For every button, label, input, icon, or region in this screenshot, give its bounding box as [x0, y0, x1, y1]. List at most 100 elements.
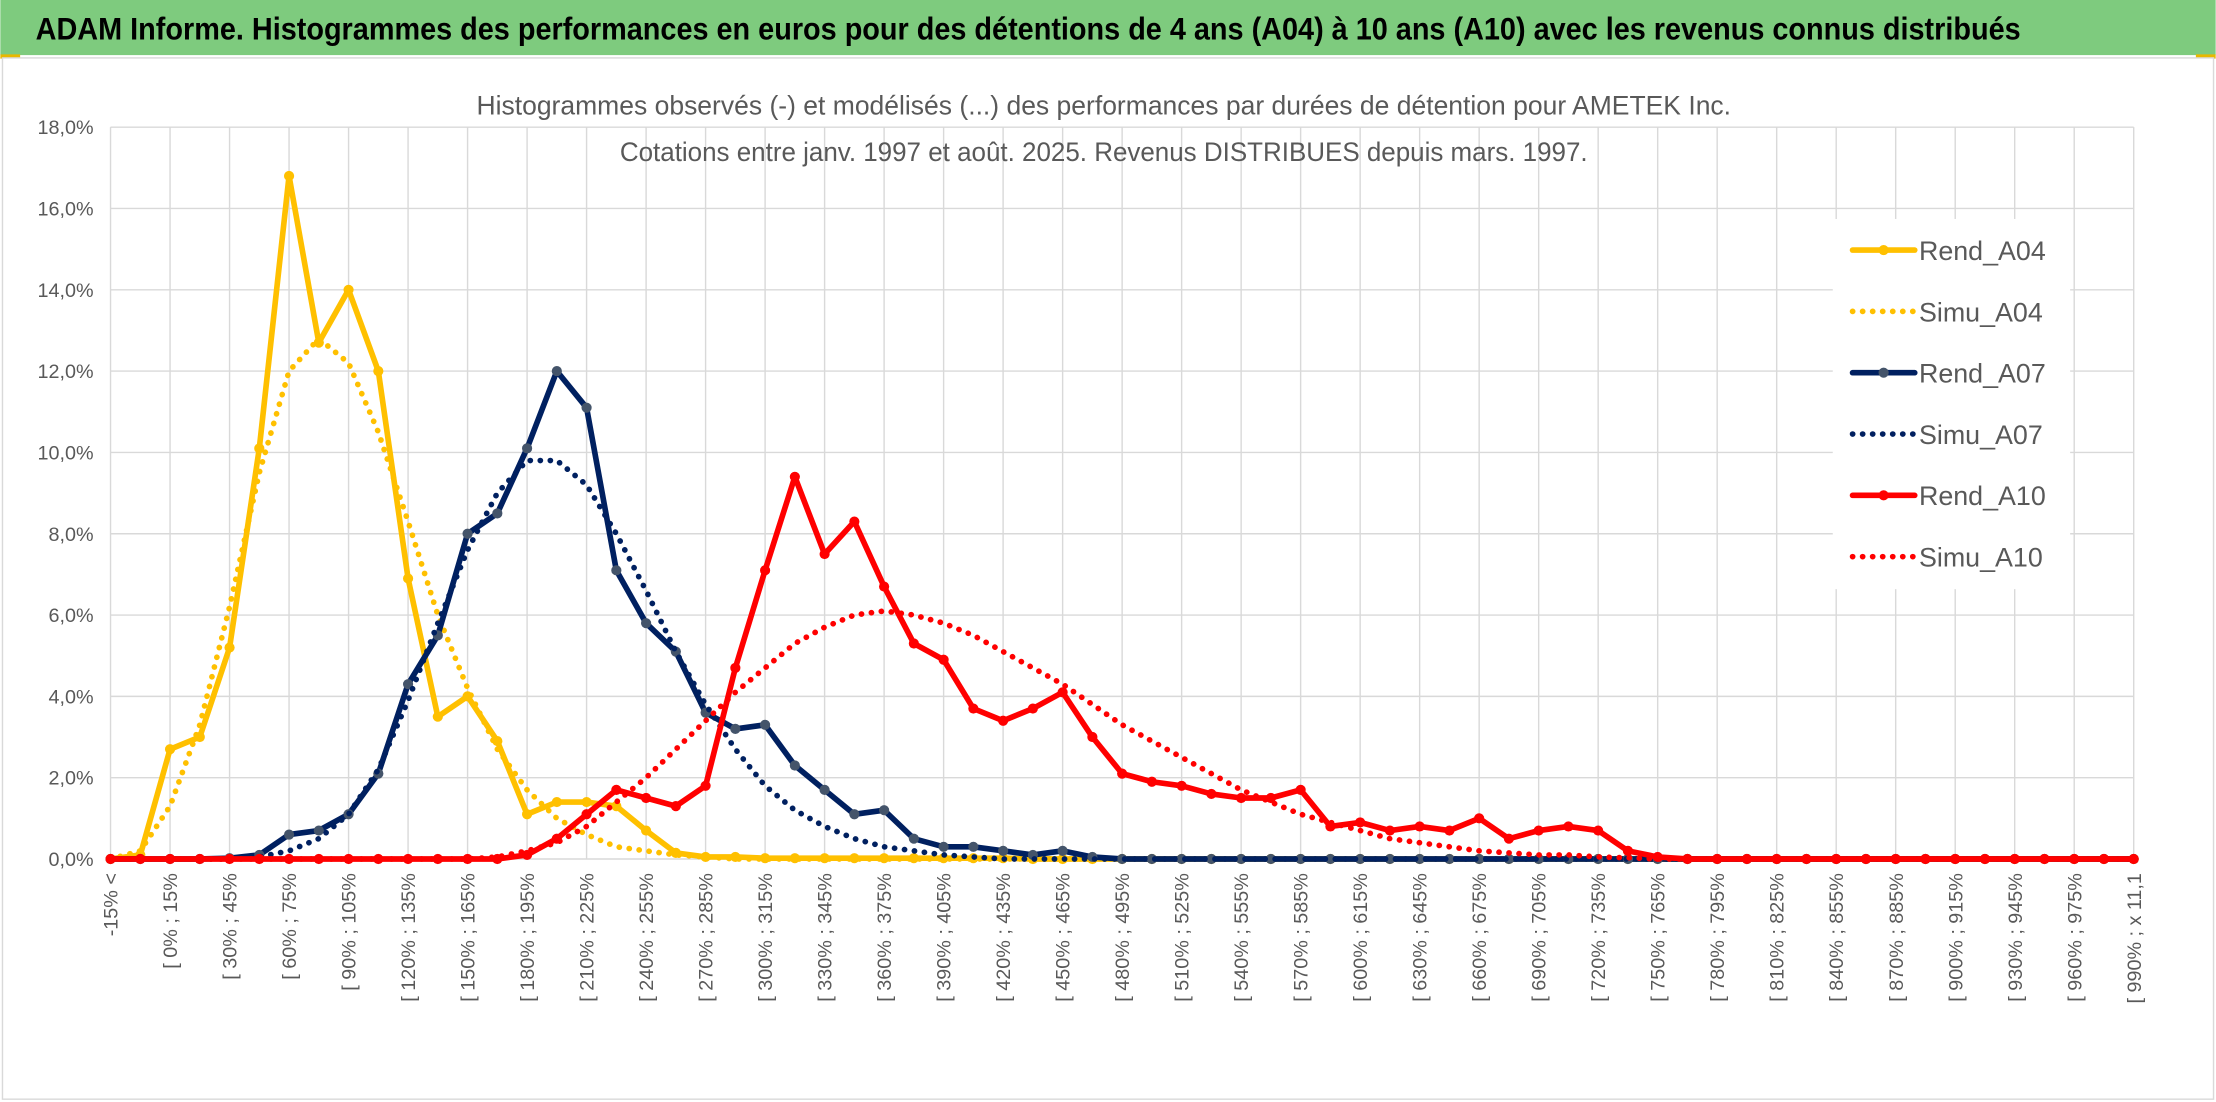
data-point [908, 833, 919, 844]
data-point [730, 662, 741, 673]
legend-marker [1878, 490, 1889, 501]
series-line [107, 608, 2137, 862]
x-tick-label: [ 570% ; 585% [1291, 873, 1313, 1002]
data-point [1414, 853, 1425, 865]
legend-marker [1878, 367, 1889, 378]
x-tick-label: [ 30% ; 45% [220, 873, 242, 980]
data-point [611, 784, 622, 795]
data-point [551, 796, 562, 808]
y-tick-label: 18,0% [38, 117, 94, 139]
data-point [879, 805, 890, 816]
x-tick-label: [ 900% ; 915% [1945, 873, 1967, 1002]
x-tick-label: [ 0% ; 15% [160, 873, 182, 969]
legend-label: Simu_A10 [1919, 543, 2043, 573]
y-tick-label: 14,0% [38, 280, 94, 302]
legend-label: Rend_A04 [1919, 236, 2046, 266]
legend-label: Simu_A04 [1919, 297, 2043, 327]
data-point [1325, 853, 1336, 865]
chart-subtitle: Cotations entre janv. 1997 et août. 2025… [620, 137, 1588, 167]
data-point [1503, 833, 1514, 844]
data-point [521, 849, 533, 861]
data-point [849, 809, 860, 820]
y-tick-label: 12,0% [38, 361, 94, 383]
chart-title: Histogrammes observés (-) et modélisés (… [476, 90, 1731, 120]
data-point [492, 508, 503, 519]
data-point [224, 642, 235, 653]
data-point [998, 715, 1009, 726]
data-point [1563, 821, 1574, 832]
x-tick-label: [ 300% ; 315% [755, 873, 777, 1002]
x-tick-label: [ 450% ; 465% [1053, 873, 1075, 1002]
data-point [760, 719, 771, 730]
x-tick-label: [ 420% ; 435% [993, 873, 1015, 1002]
data-point [521, 443, 533, 454]
data-point [789, 760, 800, 771]
data-point [1236, 792, 1247, 804]
data-point [343, 284, 354, 295]
data-point [968, 703, 979, 714]
data-point [1236, 853, 1247, 865]
x-tick-label: [ 540% ; 555% [1231, 873, 1253, 1002]
banner-title: ADAM Informe. Histogrammes des performan… [36, 12, 2021, 47]
y-tick-label: 6,0% [49, 605, 94, 627]
plot [105, 170, 2139, 865]
data-point [1206, 788, 1217, 800]
x-tick-label: -15% < [101, 873, 123, 936]
data-point [1027, 703, 1038, 714]
x-tick-label: [ 240% ; 255% [636, 873, 658, 1002]
x-tick-label: [ 330% ; 345% [815, 873, 837, 1002]
x-tick-label: [ 210% ; 225% [577, 873, 599, 1002]
data-point [164, 744, 176, 755]
data-point [968, 841, 979, 852]
data-point [849, 853, 860, 864]
data-point [1593, 825, 1604, 836]
legend-label: Rend_A10 [1919, 481, 2046, 511]
data-point [1979, 853, 1991, 865]
x-tick-label: [ 390% ; 405% [934, 873, 956, 1002]
data-point [581, 809, 592, 820]
data-point [1414, 821, 1425, 832]
data-point [641, 618, 652, 629]
data-point [1384, 825, 1395, 836]
data-point [1533, 825, 1544, 836]
x-tick-label: [ 180% ; 195% [517, 873, 539, 1002]
data-point [432, 711, 443, 722]
banner [0, 0, 2216, 56]
x-tick-label: [ 360% ; 375% [874, 873, 896, 1002]
data-point [581, 796, 592, 808]
x-tick-label: [ 810% ; 825% [1767, 873, 1789, 1002]
x-tick-label: [ 960% ; 975% [2064, 873, 2086, 1002]
data-point [641, 825, 652, 836]
data-point [1295, 784, 1306, 795]
x-tick-label: [ 120% ; 135% [398, 873, 420, 1002]
data-point [670, 801, 681, 812]
data-point [611, 565, 622, 576]
data-point [760, 565, 771, 576]
x-tick-label: [ 870% ; 885% [1886, 873, 1908, 1002]
legend-label: Simu_A07 [1919, 420, 2043, 450]
data-point [2039, 853, 2050, 865]
data-point [581, 402, 592, 413]
x-tick-label: [ 150% ; 165% [458, 873, 480, 1002]
x-tick-label: [ 660% ; 675% [1469, 873, 1491, 1002]
data-point [283, 170, 295, 182]
data-point [819, 548, 830, 560]
data-point [1057, 845, 1068, 856]
data-point [700, 780, 711, 791]
data-point [819, 784, 830, 795]
x-tick-label: [ 990% ; x 11,1 [2124, 873, 2146, 1003]
data-point [641, 792, 652, 804]
y-tick-label: 4,0% [49, 686, 94, 708]
data-point [2009, 853, 2020, 865]
x-tick-label: [ 720% ; 735% [1588, 873, 1610, 1002]
data-point [938, 841, 949, 852]
x-tick-label: [ 840% ; 855% [1826, 873, 1848, 1002]
data-point [1265, 853, 1276, 865]
data-point [1355, 853, 1366, 865]
x-tick-label: [ 750% ; 765% [1648, 873, 1670, 1002]
legend-bg [1832, 218, 2071, 590]
data-point [1384, 853, 1395, 865]
x-tick-label: [ 930% ; 945% [2005, 873, 2027, 1002]
data-point [1950, 853, 1961, 865]
